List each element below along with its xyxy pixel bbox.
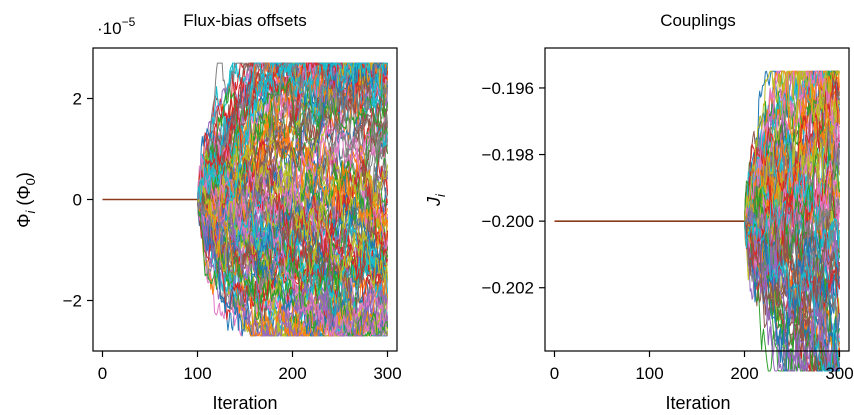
series-line	[744, 209, 840, 372]
series-line	[197, 96, 388, 305]
x-tick-label: 200	[730, 364, 758, 383]
flux-bias-panel: Flux-bias offsets ·10−5 0 100 200 300 −202 …	[14, 11, 402, 413]
series-line	[197, 68, 388, 278]
series-line	[197, 62, 388, 200]
series-line	[744, 214, 840, 372]
series-line	[197, 199, 388, 337]
y-axis-label: Φi (Φ0)	[14, 172, 38, 228]
series-line	[744, 70, 840, 222]
series-line	[744, 128, 840, 319]
couplings-panel: Couplings 0 100 200 300 −0.196−0.198−0.200−…	[424, 11, 854, 413]
plot-frame	[544, 47, 850, 352]
x-tick-label: 300	[825, 364, 853, 383]
y-tick-label: −2	[63, 292, 82, 311]
y-tick-label: 2	[73, 90, 82, 109]
x-axis-label: Iteration	[665, 393, 730, 413]
series-line	[197, 77, 388, 214]
x-axis-label: Iteration	[212, 393, 277, 413]
x-tick-label: 0	[98, 364, 107, 383]
series-line	[744, 220, 840, 339]
x-tick-label: 100	[635, 364, 663, 383]
y-tick-label: −0.196	[482, 79, 534, 98]
series-line	[197, 190, 388, 337]
y-tick-label: 0	[73, 191, 82, 210]
series-line	[744, 95, 840, 277]
chart-title: Couplings	[660, 11, 736, 30]
x-axis: 0 100 200 300	[98, 351, 402, 383]
series-line	[744, 70, 840, 222]
series-line	[197, 144, 388, 289]
chart-title: Flux-bias offsets	[183, 11, 306, 30]
y-tick-label: −0.198	[482, 146, 534, 165]
x-tick-label: 300	[373, 364, 401, 383]
series-line	[197, 62, 388, 203]
y-axis-label: Ji	[424, 193, 448, 207]
series-line	[197, 92, 388, 224]
series-line	[197, 154, 388, 316]
series-line	[197, 145, 388, 317]
series-group	[102, 62, 388, 337]
y-tick-label: −0.200	[482, 212, 534, 231]
y-tick-label: −0.202	[482, 279, 534, 298]
x-axis: 0 100 200 300	[550, 351, 854, 383]
scale-multiplier: ·10−5	[97, 15, 136, 38]
y-axis: −2 0 2	[63, 90, 93, 311]
series-line	[197, 62, 388, 337]
x-tick-label: 0	[550, 364, 559, 383]
y-axis: −0.196 −0.198 −0.200 −0.202	[482, 79, 545, 298]
x-tick-label: 200	[278, 364, 306, 383]
series-group	[554, 70, 840, 372]
series-line	[744, 150, 840, 259]
series-line	[744, 70, 840, 255]
series-line	[197, 69, 388, 249]
series-line	[197, 62, 388, 200]
x-tick-label: 100	[183, 364, 211, 383]
